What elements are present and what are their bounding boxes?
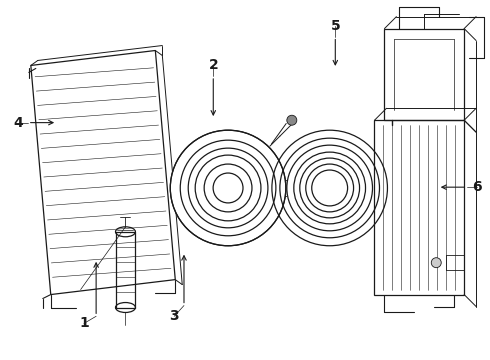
Circle shape	[431, 258, 441, 268]
Text: 4: 4	[13, 116, 23, 130]
Text: 6: 6	[472, 180, 482, 194]
Circle shape	[312, 170, 347, 206]
Text: 2: 2	[208, 58, 218, 72]
Text: 3: 3	[170, 309, 179, 323]
Circle shape	[287, 115, 297, 125]
Circle shape	[171, 130, 286, 246]
Text: 1: 1	[79, 316, 89, 330]
Text: 5: 5	[330, 19, 340, 33]
